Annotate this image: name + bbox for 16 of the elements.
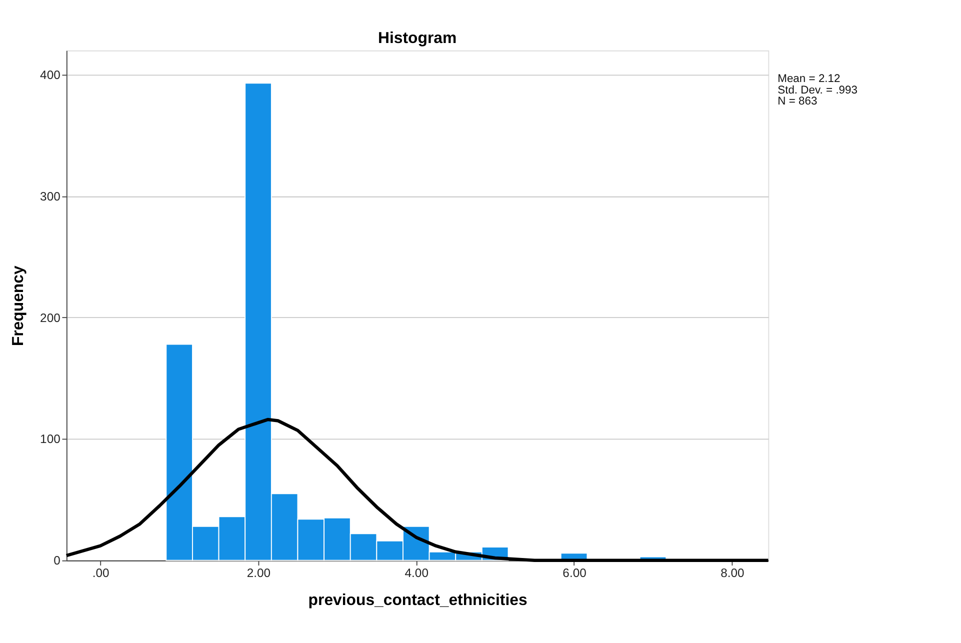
y-tick-label: 100: [40, 432, 61, 446]
x-tick-label: .00: [92, 566, 110, 580]
chart-title: Histogram: [378, 30, 457, 47]
x-tick-label: 2.00: [246, 566, 271, 580]
y-axis-title: Frequency: [10, 266, 28, 346]
y-tick-label: 0: [54, 554, 61, 568]
x-tick-label: 4.00: [404, 566, 429, 580]
y-tick-label: 200: [40, 310, 61, 325]
text: N = 863: [778, 96, 818, 108]
text: Mean = 2.12: [778, 73, 840, 86]
x-tick-label: 6.00: [562, 566, 587, 580]
text: Std. Dev. = .993: [778, 84, 858, 96]
x-axis-title: previous_contact_ethnicities: [308, 592, 528, 609]
x-tick-label: 8.00: [720, 566, 744, 580]
y-tick-label: 300: [40, 189, 61, 204]
y-tick-label: 400: [40, 68, 61, 82]
